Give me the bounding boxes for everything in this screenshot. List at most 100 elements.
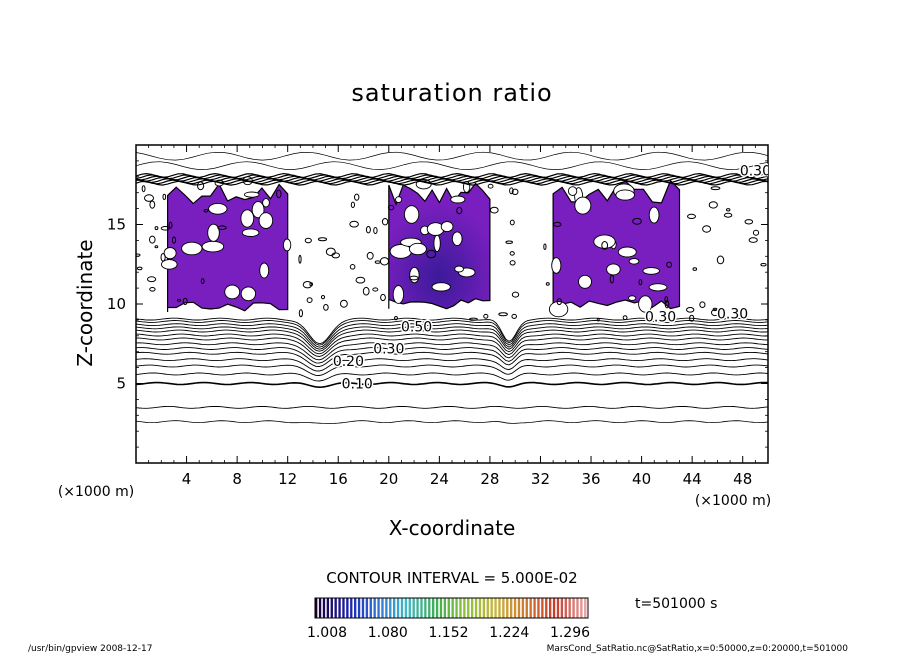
contour-blob <box>702 225 712 233</box>
contour-blob <box>609 274 615 284</box>
contour-line <box>136 405 768 409</box>
x-tick-label: 20 <box>379 470 398 488</box>
colorbar-frame <box>314 597 589 619</box>
contour-blob <box>708 201 718 209</box>
colorbar-stripe <box>560 598 564 618</box>
colorbar-stripe <box>486 598 489 618</box>
contour-blob <box>387 204 395 211</box>
x-tick-label: 32 <box>531 470 550 488</box>
contour-blob <box>306 297 313 304</box>
colorbar-stripe <box>490 598 493 618</box>
contour-blob <box>149 200 156 209</box>
region-hole <box>638 295 653 313</box>
region-hole <box>240 209 255 228</box>
region-hole <box>392 285 405 304</box>
contour-blob <box>543 243 547 250</box>
colorbar-stripe <box>408 598 411 618</box>
shaded-regions <box>161 176 681 318</box>
colorbar-stripe <box>494 598 497 618</box>
region-hole <box>259 262 270 279</box>
contour-blob <box>505 240 514 244</box>
x-tick-label: 40 <box>632 470 651 488</box>
footer-right: MarsCond_SatRatio.nc@SatRatio,x=0:50000,… <box>547 644 849 654</box>
contour-line-top <box>136 172 768 179</box>
region-hole <box>648 283 668 292</box>
colorbar-stripe <box>412 598 415 618</box>
contour-lines <box>136 151 768 424</box>
contour-blob <box>203 209 209 213</box>
contour-blob <box>160 252 166 262</box>
contour-blob <box>509 251 515 256</box>
region-hole <box>431 282 451 292</box>
region-hole <box>243 191 260 198</box>
colorbar-stripe <box>322 598 326 618</box>
colorbar-stripe <box>447 598 450 618</box>
colorbar-stripe <box>506 598 509 618</box>
contour-line-upper <box>136 161 768 170</box>
colorbar-stripe <box>576 598 579 618</box>
region-hole <box>450 195 466 204</box>
contour-blob <box>726 208 731 212</box>
contour-blob <box>200 278 205 285</box>
contour-blob <box>355 276 366 284</box>
region-hole <box>258 212 274 229</box>
colorbar-stripe <box>318 598 322 618</box>
contour-blob <box>511 291 520 298</box>
contour-blob <box>744 219 754 225</box>
region-hole <box>251 201 265 219</box>
contour-blob <box>710 186 721 191</box>
colorbar-tick-labels: 1.008 1.080 1.152 1.224 1.296 <box>307 625 590 641</box>
contour-blob <box>366 251 374 260</box>
colorbar-stripe <box>443 598 447 618</box>
colorbar-stripe <box>552 598 556 618</box>
colorbar-stripe <box>404 598 408 618</box>
x-tick-label: 16 <box>329 470 348 488</box>
contour-blob <box>712 307 718 312</box>
contour-blob <box>302 281 313 289</box>
contour-blob <box>162 193 167 200</box>
contour-blob <box>716 255 725 265</box>
region-hole <box>642 267 660 275</box>
contour-blob <box>154 245 159 249</box>
contour-blob <box>687 213 696 219</box>
colorbar-stripe <box>517 598 521 618</box>
colorbar-tick-label: 1.224 <box>489 625 529 641</box>
contour-blob <box>349 220 359 228</box>
region-hole <box>648 206 660 224</box>
contour-blob <box>381 218 389 226</box>
colorbar-stripe <box>533 598 536 618</box>
contour-blob <box>664 300 670 309</box>
contour-line <box>136 317 768 345</box>
colorbar-tick-label: 1.152 <box>428 625 468 641</box>
colorbar-stripe <box>455 598 458 618</box>
region-hole <box>440 221 454 233</box>
contour-blob <box>374 260 381 264</box>
contour-line-top <box>136 174 768 180</box>
contour-blob <box>154 226 159 231</box>
colorbar-stripe <box>354 598 357 618</box>
x-tick-label: 36 <box>581 470 600 488</box>
region-hole <box>548 301 569 318</box>
colorbar-stripe <box>549 598 552 618</box>
region-hole <box>454 265 464 273</box>
colorbar-stripe <box>365 598 369 618</box>
colorbar-stripe <box>432 598 435 618</box>
contour-line <box>136 333 768 355</box>
contour-blob <box>380 293 386 302</box>
colorbar-stripe <box>315 598 318 618</box>
contour-line <box>136 342 768 361</box>
colorbar-stripe <box>361 598 365 618</box>
region-hole <box>262 198 270 208</box>
contour-blob <box>509 187 514 195</box>
region-hole <box>240 286 257 302</box>
contour-labels: 0.10 0.20 0.30 0.50 0.30 0.30 0.30 <box>331 162 768 394</box>
region-hole <box>181 241 203 256</box>
colorbar-stripe <box>451 598 454 618</box>
colorbar-stripe <box>482 598 486 618</box>
contour-blob <box>426 249 437 259</box>
contour-blob <box>632 217 642 225</box>
contour-blob <box>509 219 515 226</box>
x-axis-label: X-coordinate <box>389 516 516 540</box>
contour-blob <box>149 287 156 292</box>
